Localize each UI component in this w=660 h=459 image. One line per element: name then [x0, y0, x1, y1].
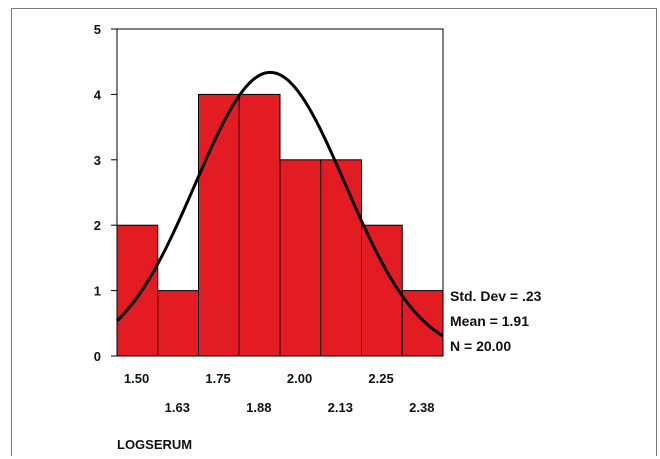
normal-curve [115, 70, 444, 338]
x-tick-label: 1.63 [165, 400, 190, 415]
y-tick-label: 4 [94, 87, 102, 102]
y-tick-label: 2 [94, 218, 101, 233]
histogram-bar [361, 224, 403, 357]
histogram-bar [116, 224, 159, 357]
stats-line: Std. Dev = .23 [450, 288, 542, 304]
x-tick-label: 2.00 [287, 371, 312, 386]
histogram-bar [401, 290, 444, 357]
histogram-bar [238, 93, 281, 357]
y-tick-label: 1 [94, 284, 101, 299]
x-axis-label: LOGSERUM [117, 437, 192, 452]
bars-layer [116, 93, 444, 357]
y-ticks: 0 1 2 3 4 5 [94, 22, 117, 364]
stats-line: Mean = 1.91 [450, 313, 529, 329]
histogram-bar [320, 159, 362, 357]
plot-border [116, 28, 444, 357]
y-tick-label: 3 [94, 153, 101, 168]
x-tick-label: 2.25 [368, 371, 393, 386]
stats-box: Std. Dev = .23 Mean = 1.91 N = 20.00 [450, 288, 542, 354]
x-tick-label: 2.38 [409, 400, 434, 415]
x-tick-label: 1.50 [124, 371, 149, 386]
y-tick-label: 5 [94, 22, 101, 37]
x-tick-label: 1.88 [246, 400, 271, 415]
histogram-bar [157, 290, 199, 357]
x-tick-label: 1.75 [205, 371, 230, 386]
chart-frame [11, 8, 657, 456]
x-tick-label: 2.13 [328, 400, 353, 415]
y-tick-label: 0 [94, 349, 101, 364]
histogram-bar [279, 159, 322, 357]
x-ticks: 1.50 1.75 2.00 2.25 1.63 1.88 2.13 2.38 [124, 371, 435, 415]
stats-line: N = 20.00 [450, 338, 511, 354]
